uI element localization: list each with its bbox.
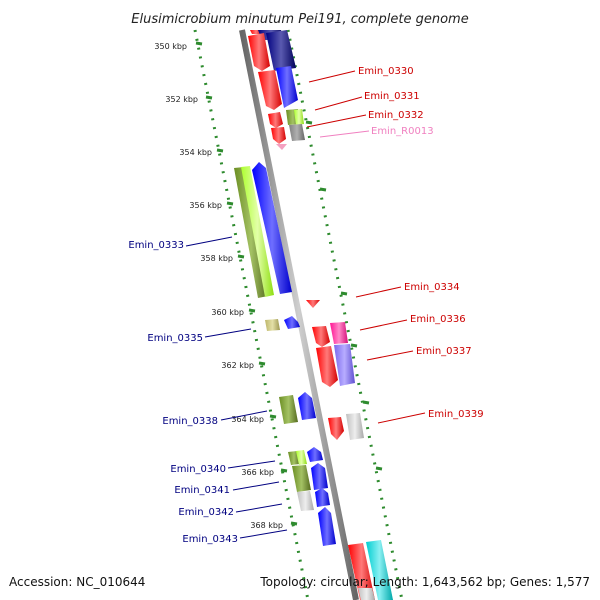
label-emin-r0013[interactable]: Emin_R0013 — [371, 126, 434, 137]
gene-labels-right: Emin_0330 Emin_0331 Emin_0332 Emin_R0013… — [358, 66, 484, 420]
gene-emin-0329[interactable] — [266, 30, 296, 71]
tick-label-364: 364 kbp — [231, 415, 264, 424]
gene-emin-0338-cog[interactable] — [279, 395, 298, 424]
label-emin-0331[interactable]: Emin_0331 — [364, 91, 420, 102]
gene-emin-0343[interactable] — [318, 507, 336, 546]
gene-block[interactable] — [348, 543, 375, 600]
tick-label-360: 360 kbp — [211, 308, 244, 317]
map-title: Elusimicrobium minutum Pei191, complete … — [131, 12, 468, 27]
gene-emin-0341-cog[interactable] — [292, 465, 311, 492]
gene-emin-0336[interactable] — [330, 322, 348, 344]
gene-labels-left: Emin_0333 Emin_0335 Emin_0338 Emin_0340 … — [128, 240, 238, 545]
topology-summary: Topology: circular; Length: 1,643,562 bp… — [259, 575, 590, 589]
tick-label-352: 352 kbp — [165, 95, 198, 104]
tick-label-362: 362 kbp — [221, 361, 254, 370]
label-emin-0336[interactable]: Emin_0336 — [410, 314, 466, 325]
gene-emin-0333-cog[interactable] — [271, 127, 286, 144]
gene-emin-0339[interactable] — [346, 413, 364, 440]
tick-label-368: 368 kbp — [250, 521, 283, 530]
gene-emin-0335-cog[interactable] — [265, 319, 280, 331]
gene-emin-0335[interactable] — [284, 316, 300, 329]
gene-emin-0329-cog[interactable] — [248, 33, 270, 71]
gene-emin-0337-cog[interactable] — [316, 346, 338, 387]
label-emin-0332[interactable]: Emin_0332 — [368, 110, 424, 121]
tick-label-350: 350 kbp — [154, 42, 187, 51]
label-emin-0334[interactable]: Emin_0334 — [404, 282, 460, 293]
gene-emin-0336-cog[interactable] — [312, 326, 330, 347]
tick-label-366: 366 kbp — [241, 468, 274, 477]
label-emin-0338[interactable]: Emin_0338 — [162, 416, 218, 427]
label-emin-0342[interactable]: Emin_0342 — [178, 507, 234, 518]
gene-emin-r0013[interactable] — [289, 124, 305, 141]
label-emin-0333[interactable]: Emin_0333 — [128, 240, 184, 251]
gene-emin-0331[interactable] — [268, 112, 283, 128]
tick-labels: 350 kbp 352 kbp 354 kbp 356 kbp 358 kbp … — [154, 42, 283, 530]
label-emin-0330[interactable]: Emin_0330 — [358, 66, 414, 77]
gene-emin-0333[interactable] — [252, 162, 292, 294]
label-emin-0335[interactable]: Emin_0335 — [147, 333, 203, 344]
label-emin-0340[interactable]: Emin_0340 — [170, 464, 226, 475]
tick-label-358: 358 kbp — [200, 254, 233, 263]
gene-block[interactable] — [366, 540, 393, 600]
gene-emin-0334[interactable] — [306, 300, 320, 308]
gene-block[interactable] — [358, 588, 375, 600]
label-emin-0339[interactable]: Emin_0339 — [428, 409, 484, 420]
gene-emin-0341[interactable] — [311, 463, 328, 490]
gene-emin-0342[interactable] — [315, 488, 330, 507]
gene-emin-0340-cog-lime[interactable] — [296, 450, 307, 465]
genome-backbone — [239, 29, 359, 600]
label-emin-0343[interactable]: Emin_0343 — [182, 534, 238, 545]
gene-features[interactable] — [234, 30, 393, 600]
gene-emin-0342-cog[interactable] — [297, 491, 314, 511]
rna-marker[interactable] — [276, 144, 287, 150]
callouts-left — [185, 236, 288, 539]
label-emin-0341[interactable]: Emin_0341 — [174, 485, 230, 496]
gene-emin-0332-cog[interactable] — [294, 109, 304, 125]
major-ticks — [195, 41, 383, 526]
callouts-right — [306, 70, 426, 424]
tick-label-356: 356 kbp — [189, 201, 222, 210]
gene-emin-0330-strand[interactable] — [276, 66, 298, 108]
gene-emin-0333-cog-lime[interactable] — [241, 166, 274, 297]
gene-emin-0337[interactable] — [334, 344, 355, 386]
tick-label-354: 354 kbp — [179, 148, 212, 157]
gene-emin-0339-cog[interactable] — [328, 417, 344, 440]
gene-emin-0340[interactable] — [307, 447, 323, 462]
gene-emin-0338[interactable] — [298, 392, 316, 420]
label-emin-0337[interactable]: Emin_0337 — [416, 346, 472, 357]
accession-text: Accession: NC_010644 — [9, 575, 145, 589]
gene-emin-0330[interactable] — [258, 70, 282, 110]
